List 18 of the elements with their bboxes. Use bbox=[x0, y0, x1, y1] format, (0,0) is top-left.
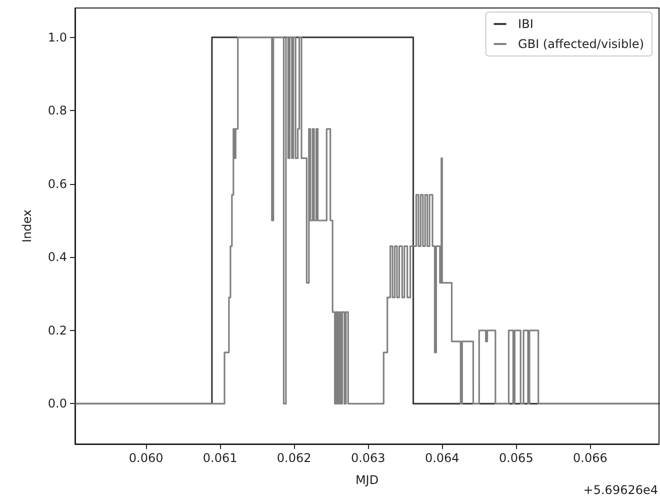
x-tick-label: 0.060 bbox=[128, 451, 164, 465]
text: +5.69626e4 bbox=[583, 483, 658, 497]
x-axis-title: MJD bbox=[355, 473, 379, 487]
x-tick-label: 0.066 bbox=[572, 451, 608, 465]
x-tick-label: 0.063 bbox=[350, 451, 386, 465]
y-tick-label: 0.0 bbox=[48, 396, 67, 411]
y-tick-label: 1.0 bbox=[48, 30, 67, 44]
y-axis-title: Index bbox=[20, 209, 34, 243]
x-tick-label: 0.065 bbox=[498, 451, 534, 465]
y-tick-label: 0.2 bbox=[48, 323, 67, 338]
x-tick-label: 0.061 bbox=[202, 451, 238, 465]
legend-label: GBI (affected/visible) bbox=[518, 37, 644, 51]
y-tick-label: 0.8 bbox=[48, 104, 67, 118]
x-tick-label: 0.064 bbox=[424, 451, 460, 465]
x-tick-label: 0.062 bbox=[276, 451, 312, 465]
legend-label: IBI bbox=[518, 17, 534, 31]
y-tick-label: 0.4 bbox=[48, 250, 67, 264]
y-tick-label: 0.6 bbox=[48, 176, 67, 191]
